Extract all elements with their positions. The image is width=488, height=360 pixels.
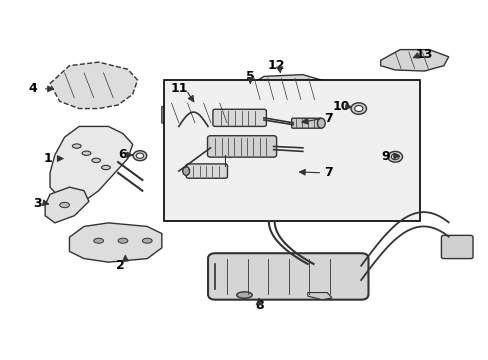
Ellipse shape <box>350 103 366 114</box>
Ellipse shape <box>142 238 152 243</box>
Text: 7: 7 <box>323 166 332 179</box>
Ellipse shape <box>390 154 398 159</box>
Ellipse shape <box>354 105 362 112</box>
Ellipse shape <box>72 144 81 148</box>
Ellipse shape <box>183 167 189 175</box>
Text: 6: 6 <box>119 148 127 162</box>
Polygon shape <box>50 62 137 109</box>
Text: 3: 3 <box>34 197 42 210</box>
Ellipse shape <box>102 165 110 170</box>
Text: 2: 2 <box>116 259 124 272</box>
Ellipse shape <box>118 238 127 243</box>
Text: 4: 4 <box>29 82 37 95</box>
FancyBboxPatch shape <box>186 164 227 178</box>
Ellipse shape <box>92 158 101 162</box>
Text: 11: 11 <box>170 82 187 95</box>
Polygon shape <box>307 293 331 300</box>
FancyBboxPatch shape <box>207 136 276 157</box>
FancyBboxPatch shape <box>207 253 368 300</box>
Text: 1: 1 <box>43 152 52 165</box>
Text: 12: 12 <box>267 59 285 72</box>
Ellipse shape <box>136 153 143 158</box>
Ellipse shape <box>387 152 402 162</box>
Polygon shape <box>380 50 448 71</box>
Text: 9: 9 <box>381 149 389 163</box>
Polygon shape <box>45 187 89 223</box>
Ellipse shape <box>133 151 146 161</box>
Polygon shape <box>244 75 326 102</box>
Polygon shape <box>162 102 239 126</box>
Text: 5: 5 <box>245 70 254 83</box>
Polygon shape <box>50 126 132 202</box>
Ellipse shape <box>94 238 103 243</box>
Ellipse shape <box>82 151 91 156</box>
Text: 7: 7 <box>323 112 332 125</box>
Text: 13: 13 <box>415 49 432 62</box>
Ellipse shape <box>60 202 69 208</box>
Bar <box>164 80 419 221</box>
Ellipse shape <box>236 292 252 298</box>
Text: 8: 8 <box>254 299 263 312</box>
Ellipse shape <box>317 118 325 128</box>
Text: 10: 10 <box>332 100 350 113</box>
FancyBboxPatch shape <box>212 109 266 126</box>
FancyBboxPatch shape <box>291 118 321 128</box>
Polygon shape <box>69 223 162 262</box>
FancyBboxPatch shape <box>441 235 472 258</box>
